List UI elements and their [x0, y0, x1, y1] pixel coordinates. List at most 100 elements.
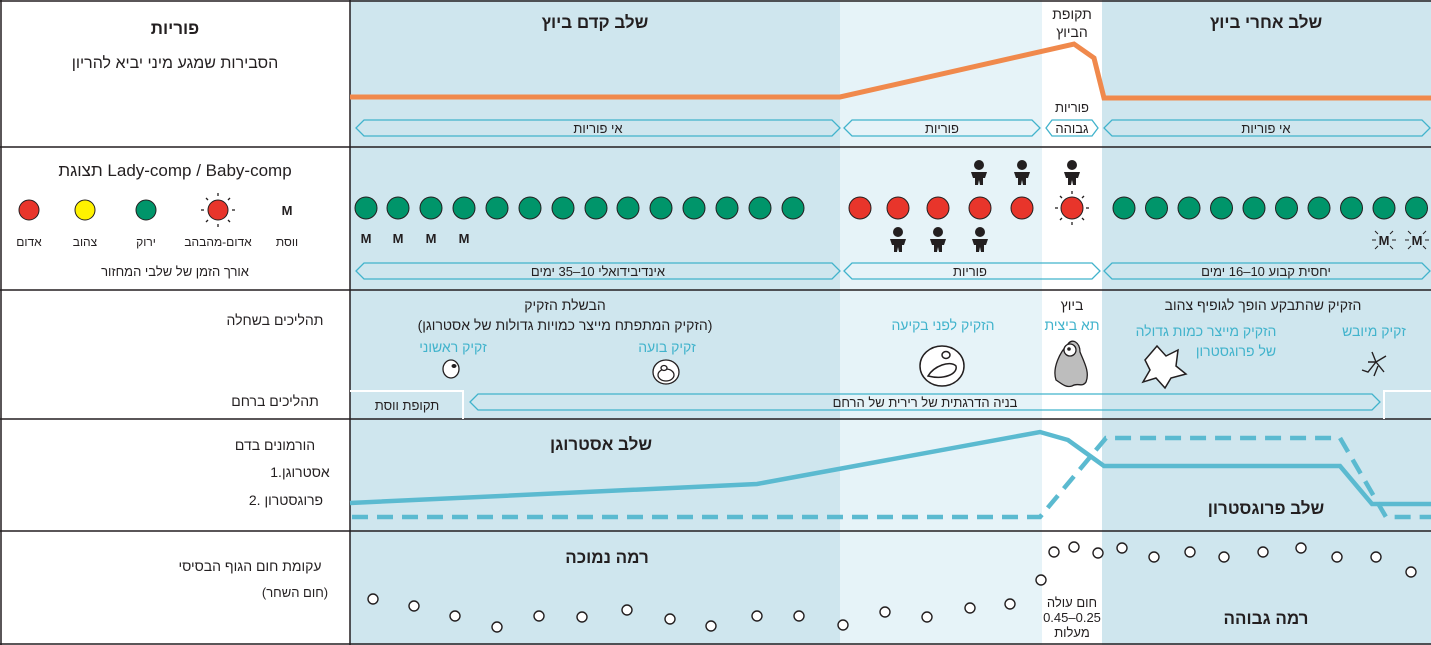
display-light-green [782, 197, 804, 219]
progesterone-phase-label: שלב פרוגסטרון [1208, 499, 1325, 518]
display-light-green [1373, 197, 1395, 219]
temperature-point [1296, 543, 1306, 553]
temperature-subtitle: (חום השחר) [262, 585, 328, 600]
display-light-green [1243, 197, 1265, 219]
display-light-green [1406, 197, 1428, 219]
temperature-point [706, 621, 716, 631]
pre-rupture-follicle-label: הזקיק לפני בקיעה [891, 317, 994, 333]
display-light-red [927, 197, 949, 219]
display-light-red [887, 197, 909, 219]
follicle-maturation-note: (הזקיק המתפתח מייצר כמויות גדולות של אסט… [418, 317, 713, 333]
temperature-point [1005, 599, 1015, 609]
svg-text:M: M [1379, 233, 1390, 248]
temperature-point [838, 620, 848, 630]
phase-pre-ovulation-label: שלב קדם ביוץ [542, 13, 649, 32]
temperature-point [492, 622, 502, 632]
display-light-green [387, 197, 409, 219]
display-light-green [486, 197, 508, 219]
pre-rupture-follicle-icon [920, 346, 964, 386]
hormone-title: הורמונים בדם [235, 437, 315, 453]
legend-green-label: ירוק [136, 235, 156, 249]
menses-mark: M [393, 231, 404, 246]
progesterone-follicle-label-2: של פרוגסטרון [1196, 343, 1276, 359]
temperature-point [409, 601, 419, 611]
temperature-point [1406, 567, 1416, 577]
temperature-point [965, 603, 975, 613]
display-legend: M ווסת אדום-מהבהב ירוק צהוב אדום [16, 193, 298, 249]
menses-mark: M [459, 231, 470, 246]
band-individual-label: אינדיבידואלי 10–35 ימים [531, 264, 665, 279]
hormone-item-estrogen: 1.אסטרוגן [270, 464, 330, 480]
display-title: תצוגת Lady-comp / Baby-comp [58, 161, 291, 180]
display-light-red [849, 197, 871, 219]
display-light-green [749, 197, 771, 219]
legend-red-flashing-icon [201, 193, 235, 227]
temperature-point [577, 612, 587, 622]
band-high-fertility-label: גבוהה [1055, 121, 1089, 136]
follicle-maturation-title: הבשלת הזקיק [524, 297, 605, 313]
phase-post-ovulation-label: שלב אחרי ביוץ [1210, 13, 1323, 32]
temperature-point [665, 614, 675, 624]
legend-yellow-label: צהוב [73, 235, 98, 249]
temperature-point [534, 611, 544, 621]
phase-ovulation-label-2: הביוץ [1056, 24, 1088, 40]
temperature-point [368, 594, 378, 604]
display-light-red [1011, 197, 1033, 219]
high-fertility-label-1: פוריות [1055, 100, 1089, 115]
display-light-green [1308, 197, 1330, 219]
temperature-point [1093, 548, 1103, 558]
ovulation-label: ביוץ [1061, 297, 1084, 313]
temp-rise-label-3: מעלות [1054, 625, 1090, 640]
primary-follicle-icon [443, 360, 459, 378]
band-infertile-pre-label: אי פוריות [573, 121, 622, 136]
legend-red-flashing-label: אדום-מהבהב [184, 235, 252, 249]
temperature-point [450, 611, 460, 621]
temperature-point [1036, 575, 1046, 585]
temperature-point [1117, 543, 1127, 553]
estrogen-phase-label: שלב אסטרוגן [550, 435, 652, 454]
primary-follicle-label: זקיק ראשוני [419, 339, 487, 355]
display-light-green [683, 197, 705, 219]
temperature-point [922, 612, 932, 622]
temperature-title: עקומת חום הגוף הבסיסי [178, 558, 321, 574]
band-fertile-label: פוריות [925, 121, 959, 136]
corpus-luteum-title: הזקיק שהתבקע הופך לגופיף צהוב [1165, 297, 1362, 313]
bubble-follicle-label: זקיק בועה [638, 339, 696, 355]
band-fixed-label: יחסית קבוע 10–16 ימים [1201, 264, 1331, 279]
band-infertile-post-label: אי פוריות [1241, 121, 1290, 136]
menses-period-label: תקופת ווסת [375, 398, 439, 413]
ovary-title: תהליכים בשחלה [227, 312, 324, 328]
display-light-green [453, 197, 475, 219]
temperature-point [794, 611, 804, 621]
menses-mark: M [361, 231, 372, 246]
uterus-title: תהליכים ברחם [231, 393, 319, 409]
legend-red-label: אדום [16, 235, 42, 249]
display-light-green [650, 197, 672, 219]
fertility-subtitle: הסבירות שמגע מיני יביא להריון [72, 54, 279, 72]
temperature-point [1332, 552, 1342, 562]
temperature-point [752, 611, 762, 621]
progesterone-follicle-label-1: הזקיק מייצר כמות גדולה [1136, 323, 1277, 339]
temperature-point [1185, 547, 1195, 557]
display-light-green [617, 197, 639, 219]
display-light-green [1178, 197, 1200, 219]
temperature-point [1149, 552, 1159, 562]
temp-rise-label-1: חום עולה [1047, 595, 1097, 610]
cycle-length-label: אורך הזמן של שלבי המחזור [101, 264, 249, 279]
display-light-green [420, 197, 442, 219]
lining-buildup-label: בניה הדרגתית של רירית של הרחם [833, 395, 1018, 410]
temp-rise-label-2: 0.45–0.25 [1043, 610, 1101, 625]
display-light-green [355, 197, 377, 219]
display-light-red [969, 197, 991, 219]
display-light-green [1211, 197, 1233, 219]
display-light-green [519, 197, 541, 219]
display-light-green [1146, 197, 1168, 219]
bubble-follicle-icon [653, 360, 679, 384]
egg-cell-label: תא ביצית [1044, 317, 1099, 333]
display-light-green [552, 197, 574, 219]
display-light-green [1341, 197, 1363, 219]
temperature-point [1258, 547, 1268, 557]
band-fertile-2-label: פוריות [953, 264, 987, 279]
temperature-point [622, 605, 632, 615]
